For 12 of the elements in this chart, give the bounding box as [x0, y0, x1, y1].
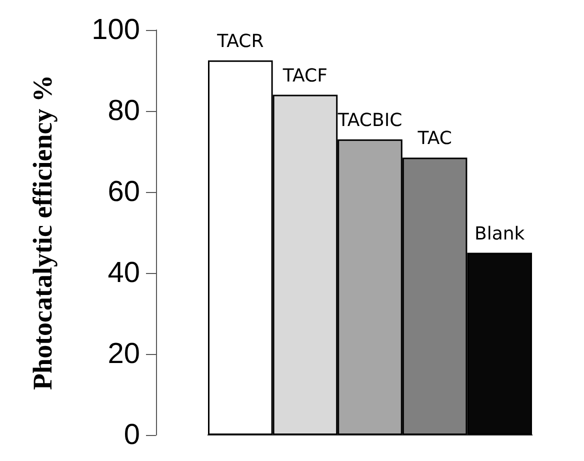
y-tick-label: 40: [108, 257, 140, 289]
x-tick-label: TACF: [282, 65, 328, 86]
y-tick-label: 60: [108, 176, 140, 208]
x-tick-label: TACBIC: [336, 110, 402, 131]
y-tick-label: 0: [124, 419, 140, 451]
x-tick-label: TACR: [216, 30, 264, 52]
y-axis-title: Photocatalytic efficiency %: [28, 75, 58, 390]
y-tick-label: 80: [108, 95, 140, 127]
x-tick-label: Blank: [474, 223, 526, 244]
y-tick-label: 20: [108, 338, 140, 370]
y-tick-label: 100: [92, 14, 140, 46]
x-tick-label: TAC: [416, 128, 452, 150]
